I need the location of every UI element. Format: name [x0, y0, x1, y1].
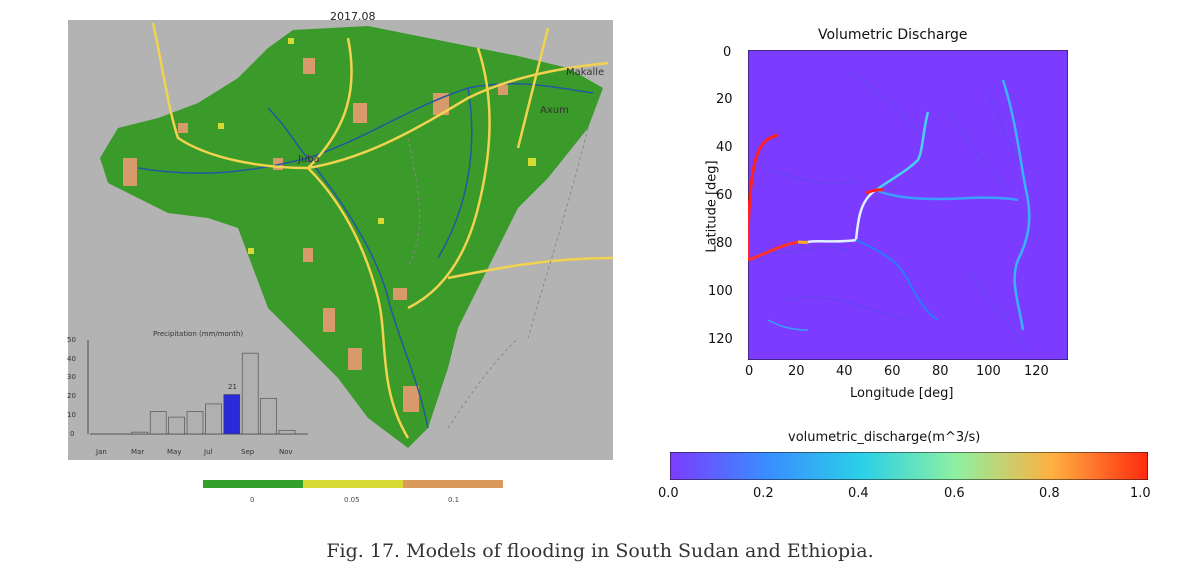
map-title: 2017.08 [330, 10, 376, 23]
precip-ytick: 30 [67, 373, 76, 381]
flood-map [48, 8, 618, 520]
discharge-panel: Volumetric Discharge 0 20 40 60 80 1 [630, 14, 1170, 514]
precip-bar [149, 411, 167, 435]
precip-ytick: 0 [70, 430, 75, 438]
precip-chart [87, 340, 308, 435]
rivers [137, 82, 594, 429]
x-tick: 0 [745, 364, 754, 379]
discharge-title: Volumetric Discharge [818, 27, 968, 43]
place-label: Axum [540, 105, 569, 116]
legend-tick: 0.1 [448, 496, 460, 504]
heatmap-field [748, 50, 1068, 360]
precip-xtick: Jan [96, 448, 107, 456]
land-region [100, 26, 603, 448]
precip-ytick: 50 [67, 336, 76, 344]
legend-swatch-yellow [303, 480, 403, 488]
legend-swatch-orange [403, 480, 503, 488]
x-tick: 20 [788, 364, 805, 379]
place-label: Makalle [566, 67, 605, 78]
precip-xtick: Sep [241, 448, 255, 456]
y-tick: 40 [716, 140, 733, 155]
precip-bar [223, 394, 241, 435]
precip-ytick: 40 [67, 355, 76, 363]
precip-xtick: Mar [131, 448, 145, 456]
colorbar-tick: 0.6 [944, 486, 965, 501]
precip-ytick: 10 [67, 411, 76, 419]
colorbar [670, 452, 1148, 480]
figure-caption: Fig. 17. Models of flooding in South Sud… [326, 540, 874, 562]
x-axis-label: Longitude [deg] [850, 386, 954, 401]
precip-bar [205, 403, 222, 435]
river-network [748, 79, 1031, 331]
legend-tick: 0 [250, 496, 255, 504]
precip-xtick: Nov [279, 448, 293, 456]
x-tick: 120 [1024, 364, 1049, 379]
colorbar-tick: 0.8 [1039, 486, 1060, 501]
x-tick: 80 [932, 364, 949, 379]
y-tick: 80 [716, 236, 733, 251]
precip-bar [260, 397, 277, 435]
legend-swatch-green [203, 480, 303, 488]
discharge-heatmap [748, 50, 1068, 360]
precip-bar [131, 431, 149, 435]
precip-title: Precipitation (mm/month) [153, 330, 244, 338]
y-tick: 60 [716, 188, 733, 203]
colorbar-label: volumetric_discharge(m^3/s) [788, 430, 981, 445]
precip-xtick: May [167, 448, 182, 456]
y-axis-label: Latitude [deg] [704, 160, 720, 253]
y-tick: 120 [708, 332, 733, 347]
place-label: Juba [298, 154, 320, 165]
precip-ytick: 20 [67, 392, 76, 400]
borders [407, 127, 589, 429]
colorbar-tick: 1.0 [1130, 486, 1151, 501]
y-tick: 20 [716, 92, 733, 107]
y-tick: 100 [708, 284, 733, 299]
flood-map-panel: 2017.08 Juba Axum Makalle Precipitation … [48, 8, 618, 520]
colorbar-tick: 0.0 [658, 486, 679, 501]
colorbar-tick: 0.4 [848, 486, 869, 501]
colorbar-tick: 0.2 [753, 486, 774, 501]
yellow-patches [218, 38, 536, 254]
x-tick: 100 [976, 364, 1001, 379]
x-tick: 40 [836, 364, 853, 379]
precip-bar [168, 416, 185, 435]
map-legend [203, 480, 503, 488]
precip-bar [186, 411, 204, 435]
precip-bar [241, 352, 259, 435]
precip-highlight-label: 21 [228, 383, 237, 391]
legend-tick: 0.05 [344, 496, 360, 504]
roads [151, 22, 614, 439]
x-tick: 60 [884, 364, 901, 379]
precip-xtick: Jul [204, 448, 213, 456]
y-tick: 0 [723, 45, 732, 60]
precip-bar [278, 429, 296, 435]
faint-streams [757, 69, 1029, 351]
